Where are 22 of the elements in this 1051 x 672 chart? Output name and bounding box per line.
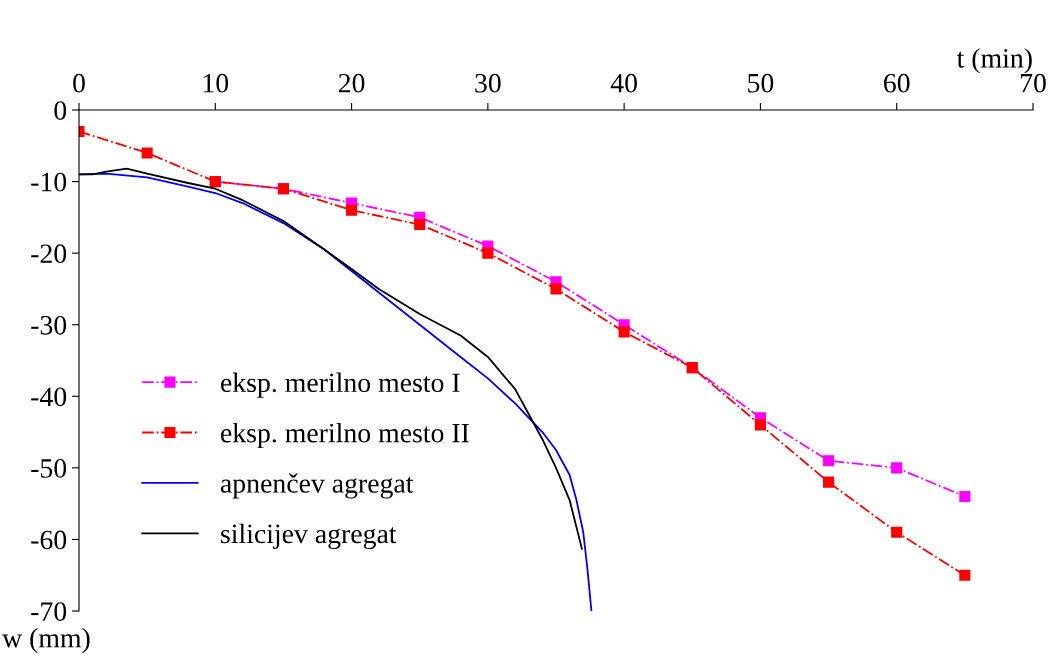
y-tick-label: -30 xyxy=(31,315,67,335)
legend-label: apnenčev agregat xyxy=(220,473,414,499)
x-tick-label: 50 xyxy=(748,73,774,93)
x-tick-label: 70 xyxy=(1020,73,1046,93)
x-tick-label: 20 xyxy=(338,73,365,93)
y-tick-label: -10 xyxy=(31,172,67,192)
y-tick-label: 0 xyxy=(54,101,67,120)
x-tick-label: 30 xyxy=(475,73,501,93)
y-tick-label: -60 xyxy=(31,530,67,550)
legend-label: eksp. merilno mesto I xyxy=(221,372,460,398)
y-tick-label: -40 xyxy=(31,387,67,407)
x-tick-label: 60 xyxy=(884,73,910,93)
y-axis-title: w (mm) xyxy=(2,628,90,654)
y-tick-label: -20 xyxy=(31,244,67,264)
x-tick-label: 40 xyxy=(610,73,637,93)
x-tick-label: 0 xyxy=(73,73,85,93)
legend-label: silicijev agregat xyxy=(221,523,397,549)
x-axis-title: t (min) xyxy=(956,48,1032,74)
legend-label: eksp. merilno mesto II xyxy=(221,422,469,449)
y-tick-label: -70 xyxy=(31,602,67,621)
x-tick-label: 10 xyxy=(203,73,229,93)
y-tick-label: -50 xyxy=(31,459,67,478)
